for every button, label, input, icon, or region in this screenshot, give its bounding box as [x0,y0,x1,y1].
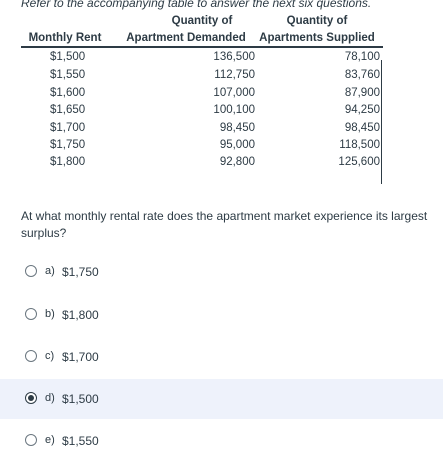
option-label: $1,800 [62,308,99,322]
option-letter: c) [45,350,55,362]
option-letter: b) [45,308,55,320]
radio-button-icon[interactable] [25,350,37,362]
header-demanded-bottom: Apartment Demanded [126,32,246,44]
header-supplied-top: Quantity of [286,15,348,27]
answer-option-d[interactable]: d) $1,500 [0,379,443,419]
option-letter: a) [45,265,55,277]
answer-option-c[interactable]: c) $1,700 [0,337,443,377]
demanded-cell: 112,750 [214,69,255,81]
header-rule [21,46,383,47]
rent-cell: $1,800 [50,156,86,168]
rent-cell: $1,600 [50,87,86,99]
header-monthly-rent: Monthly Rent [28,32,102,44]
answer-option-e[interactable]: e) $1,550 [0,421,443,461]
supplied-cell: 78,100 [344,51,380,63]
table-right-border [381,60,382,184]
radio-button-icon[interactable] [25,434,37,446]
answer-option-a[interactable]: a) $1,750 [0,252,443,292]
rent-cell: $1,500 [50,51,86,63]
header-rule-lower [21,47,383,48]
option-label: $1,500 [62,392,99,406]
answer-option-b[interactable]: b) $1,800 [0,295,443,335]
option-letter: e) [45,434,55,446]
option-letter: d) [45,392,55,404]
instructions-text: Refer to the accompanying table to answe… [21,0,372,10]
radio-button-icon[interactable] [25,308,37,320]
demanded-cell: 100,100 [213,104,255,116]
question-text: At what monthly rental rate does the apa… [21,209,428,240]
option-label: $1,750 [62,265,99,279]
option-label: $1,700 [62,350,99,364]
demanded-cell: 136,500 [213,51,255,63]
demanded-cell: 92,800 [219,156,255,168]
header-demanded-top: Quantity of [171,15,233,27]
radio-button-icon[interactable] [25,265,37,277]
rent-cell: $1,700 [50,122,86,134]
supplied-cell: 87,900 [344,87,380,99]
supplied-cell: 83,760 [344,69,380,81]
supplied-cell: 94,250 [344,104,380,116]
demanded-cell: 95,000 [219,139,255,151]
demanded-cell: 107,000 [213,87,255,99]
supplied-cell: 125,600 [338,156,380,168]
option-label: $1,550 [62,434,99,448]
rent-cell: $1,650 [50,104,86,116]
demanded-cell: 98,450 [219,122,255,134]
rent-table: Quantity of Quantity of Monthly Rent Apa… [21,14,383,184]
supplied-cell: 98,450 [344,122,380,134]
rent-cell: $1,750 [50,139,86,151]
header-supplied-bottom: Apartments Supplied [259,32,375,44]
radio-button-selected-icon[interactable] [25,392,37,404]
supplied-cell: 118,500 [339,139,380,151]
rent-cell: $1,550 [50,69,86,81]
